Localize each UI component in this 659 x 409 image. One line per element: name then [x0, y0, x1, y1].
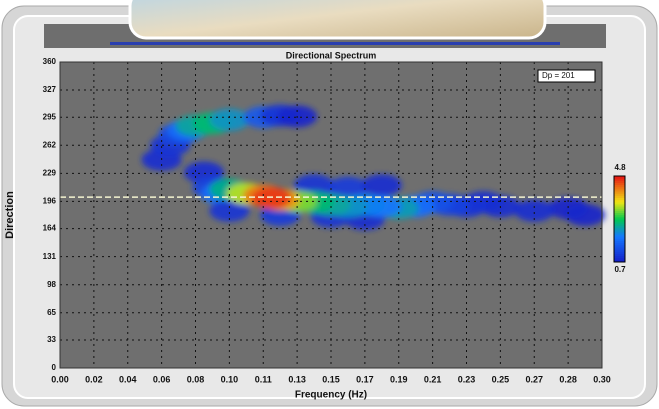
x-tick-label: 0.13	[288, 374, 306, 384]
chart: 0.00 0.02 0.04 0.06 0.08 0.10 0.11 0.13 0.15 0.17…	[0, 0, 659, 409]
spectrum-cell	[252, 187, 292, 209]
x-tick-label: 0.19	[390, 374, 408, 384]
x-tick-label: 0.00	[51, 374, 69, 384]
x-tick-label: 0.30	[593, 374, 611, 384]
x-tick-label: 0.04	[119, 374, 137, 384]
spectrum-cell	[362, 174, 402, 196]
x-tick-label: 0.17	[356, 374, 374, 384]
top-strip-band	[110, 42, 560, 45]
x-tick-label: 0.06	[153, 374, 171, 384]
photo-overlay	[130, 0, 545, 38]
colorbar-max-label: 4.8	[614, 163, 626, 172]
spectrum-cell	[209, 109, 249, 131]
x-tick-label: 0.11	[255, 374, 272, 384]
y-tick-label: 65	[47, 308, 56, 317]
y-tick-label: 131	[43, 252, 57, 261]
page: {"chart_data": { "type": "heatmap", "tit…	[0, 0, 659, 409]
y-axis-label: Direction	[4, 191, 16, 239]
y-tick-label: 262	[43, 140, 57, 149]
chart-title: Directional Spectrum	[286, 50, 377, 60]
x-tick-label: 0.25	[492, 374, 510, 384]
x-tick-label: 0.27	[525, 374, 543, 384]
x-axis-label: Frequency (Hz)	[295, 390, 367, 401]
x-tick-label: 0.08	[187, 374, 205, 384]
x-tick-label: 0.21	[424, 374, 442, 384]
dp-label: Dp = 201	[542, 71, 575, 80]
x-tick-label: 0.10	[221, 374, 239, 384]
y-tick-label: 295	[43, 112, 57, 121]
y-tick-label: 98	[47, 280, 56, 289]
y-tick-label: 0	[52, 363, 57, 372]
colorbar-min-label: 0.7	[614, 265, 626, 274]
x-tick-label: 0.15	[322, 374, 340, 384]
y-tick-label: 33	[47, 335, 56, 344]
x-tick-label: 0.28	[559, 374, 577, 384]
x-tick-label: 0.02	[85, 374, 103, 384]
y-tick-label: 164	[43, 224, 57, 233]
x-tick-label: 0.23	[458, 374, 476, 384]
y-tick-label: 327	[43, 85, 57, 94]
y-tick-label: 360	[43, 57, 57, 66]
y-tick-label: 229	[43, 168, 57, 177]
y-tick-label: 196	[43, 197, 57, 206]
